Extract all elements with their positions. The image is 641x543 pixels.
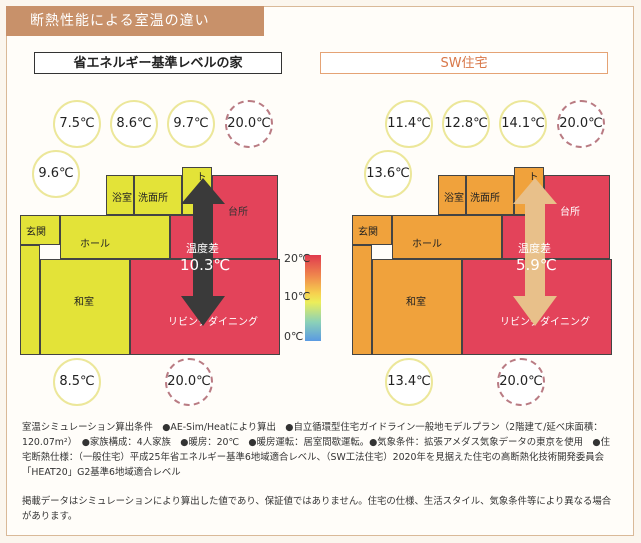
temp-circle-washitsu: 8.5℃: [53, 358, 101, 406]
label-bath: 浴室: [112, 193, 132, 204]
label-washitsu: 和室: [74, 297, 94, 308]
diff-value: 5.9℃: [516, 256, 557, 274]
label-kitchen: 台所: [560, 207, 580, 218]
room-washitsu: [40, 259, 130, 355]
label-washitsu: 和室: [406, 297, 426, 308]
room-washroom: [466, 175, 514, 215]
temp-circle-washitsu: 13.4℃: [385, 358, 433, 406]
simulation-conditions: 室温シミュレーション算出条件 ●AE-Sim/Heatにより算出 ●自立循環型住…: [22, 422, 610, 478]
temp-circle-living: 20.0℃: [497, 358, 545, 406]
legend-mid: 10℃: [284, 290, 311, 303]
floorplan-standard: 浴室 洗面所 トイレ 台所 玄関 ホール 和室 リビングダイニング: [20, 167, 282, 355]
label-kitchen: 台所: [228, 207, 248, 218]
legend-bottom: 0℃: [284, 330, 304, 343]
label-washroom: 洗面所: [138, 193, 168, 204]
temp-circle-kitchen: 20.0℃: [225, 100, 273, 148]
disclaimer: 掲載データはシミュレーションにより算出した値であり、保証値ではありません。住宅の…: [22, 496, 612, 522]
temp-circle-toilet: 14.1℃: [499, 100, 547, 148]
diff-value: 10.3℃: [180, 256, 231, 274]
diff-label: 温度差: [518, 242, 551, 255]
room-washitsu: [372, 259, 462, 355]
tab-sw-house: SW住宅: [320, 52, 608, 74]
temp-circle-entrance: 9.6℃: [32, 150, 80, 198]
diff-label: 温度差: [186, 242, 219, 255]
label-living: リビングダイニング: [168, 317, 258, 328]
label-entrance: 玄関: [26, 227, 46, 238]
room-entrance: [20, 215, 60, 245]
label-washroom: 洗面所: [470, 193, 500, 204]
temp-circle-kitchen: 20.0℃: [557, 100, 605, 148]
room-entrance: [352, 215, 392, 245]
label-entrance: 玄関: [358, 227, 378, 238]
room-bath: [438, 175, 466, 215]
temperature-diff-arrow: [181, 178, 225, 326]
temp-circle-toilet: 9.7℃: [167, 100, 215, 148]
room-washroom: [134, 175, 182, 215]
label-living: リビングダイニング: [500, 317, 590, 328]
room-bath: [106, 175, 134, 215]
temp-circle-entrance: 13.6℃: [364, 150, 412, 198]
legend-top: 20℃: [284, 252, 311, 265]
section-banner: 断熱性能による室温の違い: [6, 6, 264, 36]
label-hall: ホール: [80, 239, 110, 250]
tab-standard-house: 省エネルギー基準レベルの家: [34, 52, 282, 74]
room-storage: [20, 245, 40, 355]
temperature-color-scale: [305, 255, 321, 341]
temperature-diff-arrow: [513, 178, 557, 326]
label-bath: 浴室: [444, 193, 464, 204]
temp-circle-washroom: 12.8℃: [442, 100, 490, 148]
room-hall: [392, 215, 502, 259]
room-storage: [352, 245, 372, 355]
floorplan-sw: 浴室 洗面所 トイレ 台所 玄関 ホール 和室 リビングダイニング: [352, 167, 614, 355]
temp-circle-bath: 7.5℃: [53, 100, 101, 148]
room-hall: [60, 215, 170, 259]
temp-circle-living: 20.0℃: [165, 358, 213, 406]
temp-circle-washroom: 8.6℃: [110, 100, 158, 148]
temp-circle-bath: 11.4℃: [385, 100, 433, 148]
label-hall: ホール: [412, 239, 442, 250]
